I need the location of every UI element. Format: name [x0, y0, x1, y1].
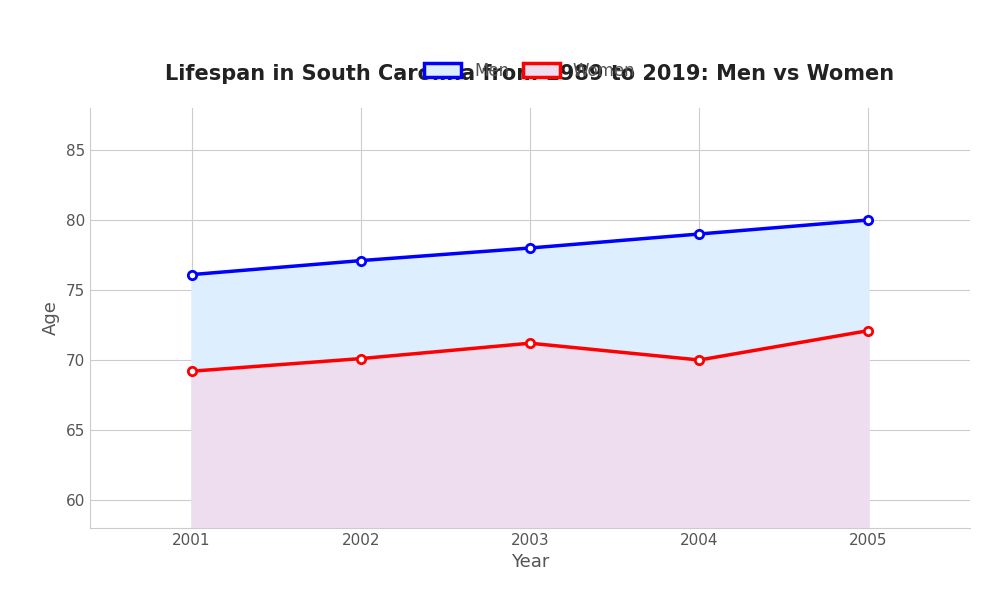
Legend: Men, Women: Men, Women — [424, 62, 636, 80]
X-axis label: Year: Year — [511, 553, 549, 571]
Title: Lifespan in South Carolina from 1989 to 2019: Men vs Women: Lifespan in South Carolina from 1989 to … — [165, 64, 895, 84]
Y-axis label: Age: Age — [42, 301, 60, 335]
